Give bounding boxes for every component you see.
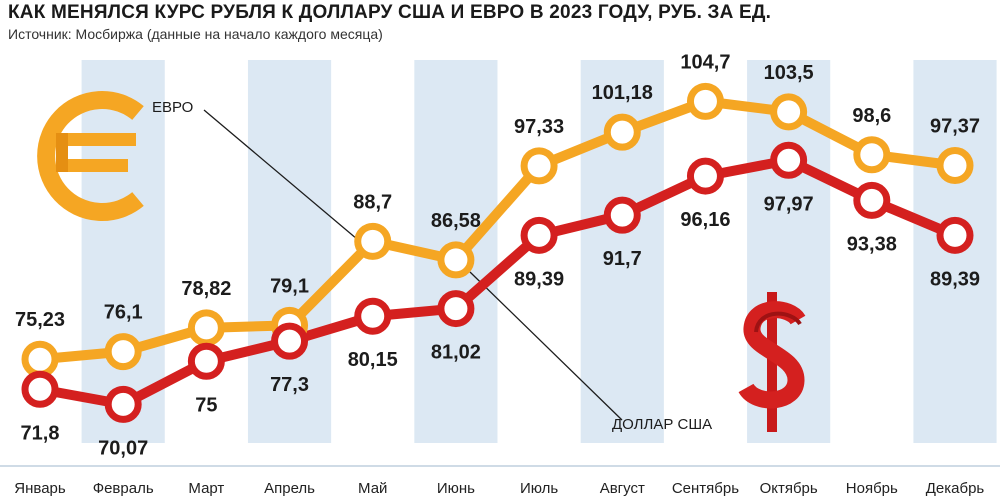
data-label: 77,3 <box>270 374 309 396</box>
data-label: 86,58 <box>431 210 481 232</box>
data-point <box>21 340 59 378</box>
data-point <box>686 82 724 120</box>
data-label: 96,16 <box>680 209 730 231</box>
data-point <box>271 322 309 360</box>
data-point <box>603 196 641 234</box>
data-point <box>520 147 558 185</box>
data-label: 97,97 <box>764 193 814 215</box>
month-label: Июнь <box>437 480 475 497</box>
series-points <box>21 82 974 423</box>
data-label: 103,5 <box>764 62 814 84</box>
data-label: 75 <box>195 394 217 416</box>
data-point <box>770 141 808 179</box>
data-label: 91,7 <box>603 248 642 270</box>
month-stripe <box>81 60 165 443</box>
data-label: 81,02 <box>431 342 481 364</box>
data-label: 97,33 <box>514 116 564 138</box>
data-point <box>21 370 59 408</box>
data-label: 98,6 <box>852 105 891 127</box>
data-point <box>936 216 974 254</box>
data-label: 97,37 <box>930 116 980 138</box>
chart-title: КАК МЕНЯЛСЯ КУРС РУБЛЯ К ДОЛЛАРУ США И Е… <box>8 2 772 23</box>
data-point <box>104 333 142 371</box>
data-label: 93,38 <box>847 233 897 255</box>
data-point <box>354 222 392 260</box>
data-point <box>354 297 392 335</box>
month-label: Апрель <box>264 480 315 497</box>
data-point <box>437 241 475 279</box>
euro-leader-line <box>203 109 371 251</box>
month-label: Март <box>188 480 224 497</box>
data-point <box>853 181 891 219</box>
data-label: 76,1 <box>104 302 143 324</box>
month-label: Сентябрь <box>672 480 739 497</box>
month-labels: Январь Февраль Март Апрель Май Июнь Июль Август… <box>14 480 984 497</box>
data-label: 89,39 <box>930 268 980 290</box>
legend-euro: ЕВРО <box>152 99 193 116</box>
data-label: 89,39 <box>514 268 564 290</box>
data-label: 78,82 <box>181 278 231 300</box>
data-point <box>187 309 225 347</box>
month-label: Май <box>358 480 387 497</box>
dollar-leader-line <box>469 271 623 421</box>
data-label: 88,7 <box>353 191 392 213</box>
data-point <box>686 157 724 195</box>
month-label: Февраль <box>93 480 154 497</box>
data-point <box>853 136 891 174</box>
data-point <box>936 147 974 185</box>
value-labels: 75,23 76,1 78,82 79,1 88,7 86,58 97,33 101,18 10… <box>15 51 980 459</box>
month-label: Июль <box>520 480 558 497</box>
month-label: Октябрь <box>760 480 818 497</box>
chart-subtitle: Источник: Мосбиржа (данные на начало каж… <box>8 26 383 42</box>
legend-dollar: ДОЛЛАР США <box>612 416 712 433</box>
data-point <box>520 216 558 254</box>
data-label: 79,1 <box>270 275 309 297</box>
month-label: Январь <box>14 480 66 497</box>
data-label: 70,07 <box>98 437 148 459</box>
data-point <box>437 290 475 328</box>
month-label: Ноябрь <box>846 480 898 497</box>
data-point <box>104 385 142 423</box>
month-label: Август <box>600 480 645 497</box>
data-label: 101,18 <box>592 82 653 104</box>
data-label: 80,15 <box>348 349 398 371</box>
euro-icon <box>37 91 144 221</box>
month-label: Декабрь <box>926 480 985 497</box>
data-label: 71,8 <box>21 422 60 444</box>
data-point <box>770 93 808 131</box>
data-point <box>187 342 225 380</box>
month-stripe <box>247 60 332 443</box>
dollar-icon <box>738 292 806 432</box>
data-label: 104,7 <box>680 51 730 73</box>
data-label: 75,23 <box>15 309 65 331</box>
data-point <box>603 113 641 151</box>
